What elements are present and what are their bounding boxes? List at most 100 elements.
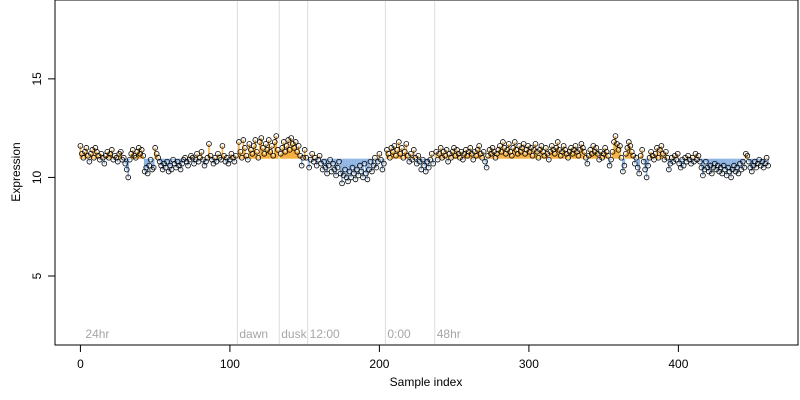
data-point-3-1 [185,162,191,169]
data-point-6-45 [373,164,380,171]
data-point-8-124 [617,143,623,149]
data-point-8-199 [728,174,734,181]
plot-frame [54,0,799,346]
data-point-7-18 [410,147,417,153]
data-point-8-134 [631,160,638,167]
data-point-8-34 [483,164,490,171]
data-point-8-51 [508,152,515,159]
data-point-5-16 [301,147,308,153]
data-point-8-108 [593,145,600,151]
data-point-0-4 [83,145,90,151]
data-point-7-8 [396,139,402,145]
data-point-6-31 [352,176,359,183]
data-point-4-1 [237,149,244,155]
data-point-8-27 [473,152,480,159]
data-point-8-150 [655,154,662,161]
data-point-5-3 [282,149,289,155]
data-point-8-7 [443,147,450,153]
data-point-2-0 [138,147,145,153]
data-point-8-180 [700,172,706,179]
data-point-4-26 [274,147,281,153]
data-point-8-196 [723,172,730,179]
data-point-5-12 [295,143,302,149]
data-point-5-15 [300,154,306,161]
data-point-2-16 [162,164,169,171]
data-point-1-6 [132,154,139,161]
data-point-7-13 [403,141,410,147]
data-point-5-17 [303,154,309,161]
data-point-4-11 [252,137,259,143]
data-point-6-19 [334,164,341,171]
data-point-8-137 [636,170,642,177]
data-point-8-178 [697,158,703,165]
data-point-0-21 [109,147,115,153]
data-point-2-4 [144,170,151,177]
data-point-6-20 [336,158,342,165]
data-point-5-0 [277,150,284,157]
data-point-5-2 [280,139,287,145]
data-point-8-23 [467,145,474,151]
data-point-3-7 [194,150,200,157]
data-point-7-6 [393,152,399,159]
y-tick-label-0: 5 [30,272,44,279]
data-point-8-127 [621,162,628,169]
x-tick-label-3: 300 [519,357,539,371]
data-point-8-139 [639,147,645,153]
data-point-6-37 [361,160,368,167]
data-point-7-21 [415,152,422,159]
data-point-8-10 [448,154,454,161]
data-point-8-45 [500,139,506,145]
time-annotations: 24hr dawn dusk 12:00 0:00 48hr [85,327,460,341]
data-point-6-5 [313,162,320,169]
data-point-7-31 [430,160,437,167]
data-point-5-9 [291,145,297,151]
data-point-8-119 [609,149,616,155]
data-point-2-26 [177,166,184,173]
data-point-8-44 [498,149,505,155]
data-point-4-6 [245,156,251,163]
data-point-8-43 [497,143,503,149]
x-tick-label-0: 0 [77,357,84,371]
data-point-2-1 [140,152,147,159]
data-point-8-155 [663,149,669,155]
data-point-4-2 [239,154,245,161]
data-point-4-0 [236,139,242,145]
data-point-5-11 [294,149,300,155]
data-point-2-5 [146,162,152,169]
data-point-8-59 [520,141,527,147]
data-point-8-157 [666,166,672,173]
data-point-8-89 [565,154,571,161]
y-tick-label-2: 15 [30,72,44,86]
x-tick-label-2: 200 [369,357,389,371]
data-point-6-44 [372,154,378,161]
data-point-3-33 [233,152,239,159]
data-point-1-1 [125,174,132,181]
data-point-2-6 [147,156,154,163]
data-point-8-96 [575,152,582,159]
data-point-0-25 [114,158,121,165]
data-point-8-223 [763,154,770,161]
x-tick-label-4: 400 [668,357,688,371]
data-point-5-4 [283,143,290,149]
data-point-8-94 [572,143,579,149]
data-point-6-42 [369,168,375,175]
data-point-8-213 [749,168,755,175]
data-point-0-9 [91,154,97,161]
data-point-7-11 [400,154,407,161]
data-point-8-136 [634,164,641,171]
data-point-7-30 [428,150,435,157]
data-point-8-74 [543,145,549,151]
data-point-0-16 [101,160,108,167]
data-point-6-10 [321,158,327,165]
data-point-4-10 [251,143,257,149]
data-point-8-67 [532,141,539,147]
data-point-7-7 [394,147,401,153]
data-point-4-22 [268,143,275,149]
data-point-4-24 [271,139,278,145]
data-point-8-65 [529,152,536,159]
data-point-8-207 [740,158,746,165]
data-point-3-20 [213,158,220,165]
data-point-6-14 [327,156,333,163]
data-point-8-203 [734,164,740,171]
data-point-6-28 [348,174,354,181]
